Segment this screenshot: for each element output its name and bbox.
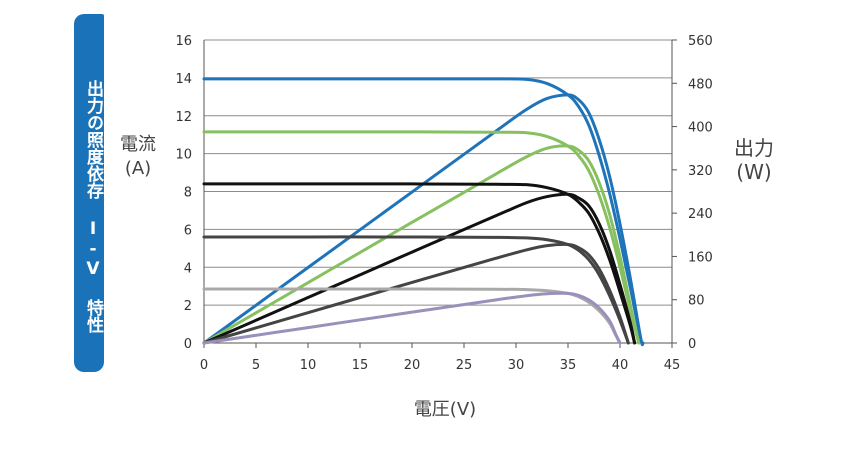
- x-tick-label: 5: [252, 358, 260, 373]
- series-power-3: [202, 144, 641, 345]
- y-left-tick-label: 10: [175, 148, 192, 163]
- y-right-tick-label: 320: [688, 164, 713, 179]
- y-right-tick-label: 0: [688, 337, 696, 352]
- series-power-9: [202, 291, 622, 345]
- x-tick-label: 45: [664, 358, 681, 373]
- side-tab-label: 出力の照度依存 I-V 特性: [83, 80, 103, 333]
- y-left-tick-label: 4: [184, 261, 192, 276]
- series-layer: [202, 77, 645, 347]
- series-power-7: [202, 242, 630, 345]
- x-axis-title: 電圧(V): [413, 399, 477, 420]
- x-tick-label: 10: [300, 358, 317, 373]
- series-current-4: [202, 182, 637, 345]
- y-left-tick-label: 14: [175, 72, 192, 87]
- y-left-tick-label: 6: [184, 223, 192, 238]
- axes: [203, 39, 677, 348]
- series-power-1: [202, 93, 645, 347]
- side-tab: 出力の照度依存 I-V 特性: [74, 14, 104, 372]
- y-left-tick-label: 0: [184, 337, 192, 352]
- y-right-axis-title: 出力(W): [734, 136, 774, 184]
- x-tick-label: 20: [404, 358, 421, 373]
- series-power-5: [202, 192, 637, 345]
- series-current-0: [202, 77, 645, 346]
- y-left-tick-label: 8: [184, 186, 192, 201]
- y-right-tick-label: 400: [688, 121, 713, 136]
- x-tick-label: 30: [508, 358, 525, 373]
- y-right-tick-label: 480: [688, 77, 713, 92]
- y-left-axis-title-text: 電流(A): [120, 134, 156, 179]
- y-right-axis-title-text: 出力(W): [734, 136, 774, 184]
- series-current-6: [202, 235, 630, 345]
- y-right-tick-label: 160: [688, 250, 713, 265]
- x-tick-label: 0: [200, 358, 208, 373]
- y-right-tick-label: 560: [688, 34, 713, 49]
- y-left-tick-label: 16: [175, 34, 192, 49]
- y-left-tick-label: 2: [184, 299, 192, 314]
- y-right-tick-label: 240: [688, 207, 713, 222]
- x-tick-label: 25: [456, 358, 473, 373]
- y-left-tick-label: 12: [175, 110, 192, 125]
- y-left-axis-title: 電流(A): [118, 133, 158, 181]
- x-tick-label: 35: [560, 358, 577, 373]
- y-right-tick-label: 80: [688, 294, 705, 309]
- x-tick-label: 40: [612, 358, 629, 373]
- x-tick-label: 15: [352, 358, 369, 373]
